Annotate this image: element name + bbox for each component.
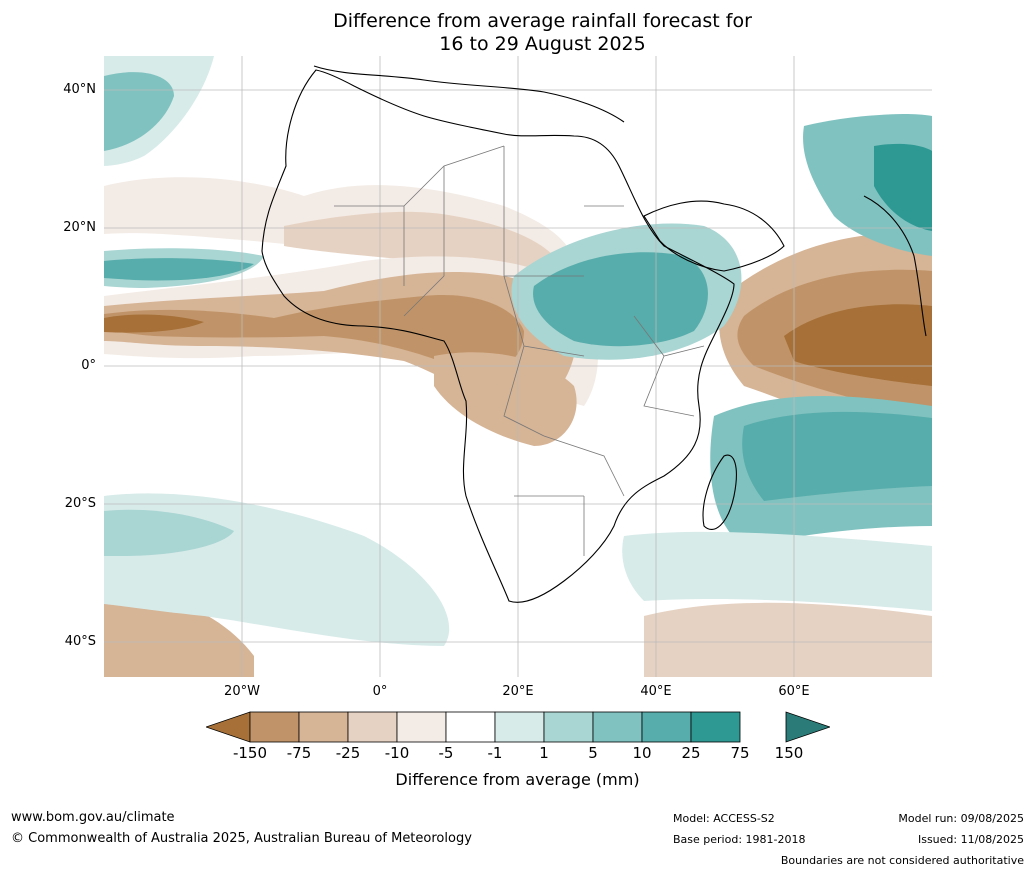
anomaly-dry-south-indian [644, 602, 932, 677]
title-line-1: Difference from average rainfall forecas… [333, 10, 752, 32]
footer-issued: Issued: 11/08/2025 [917, 833, 1024, 846]
colorbar-segment [396, 711, 447, 743]
lat-label-40n: 40°N [63, 82, 96, 97]
colorbar-tick-label: -150 [232, 744, 268, 762]
anomaly-dry-guinea-core [104, 314, 204, 333]
colorbar-segments [249, 711, 741, 743]
lon-label-0: 0° [372, 684, 388, 699]
africa-coastline [261, 69, 735, 603]
footer-boundaries: Boundaries are not considered authoritat… [780, 854, 1024, 867]
country-borders [334, 145, 705, 556]
colorbar-tick-label: 150 [774, 744, 804, 762]
lon-label-20w: 20°W [224, 684, 260, 699]
arabia-coastline [643, 200, 785, 272]
title-line-2: 16 to 29 August 2025 [439, 33, 646, 55]
colorbar-tick-label: -5 [438, 744, 454, 762]
colorbar-tick-label: 75 [730, 744, 750, 762]
colorbar-tick-label: 1 [539, 744, 549, 762]
india-coastline [863, 195, 927, 337]
lat-label-0: 0° [81, 358, 96, 373]
europe-coastline [313, 65, 625, 123]
anomaly-wet-southern-ocean [622, 531, 932, 611]
colorbar-segment [641, 711, 692, 743]
colorbar-tick-label: 5 [588, 744, 598, 762]
coastlines [261, 65, 927, 603]
colorbar-segment [543, 711, 594, 743]
anomaly-wet-atlantic-core [104, 258, 254, 281]
colorbar-arrow-right [785, 711, 830, 743]
lat-label-20s: 20°S [64, 496, 96, 511]
anomaly-wet-south-atlantic-core [104, 509, 234, 556]
colorbar-label: Difference from average (mm) [395, 770, 640, 789]
footer-base-period: Base period: 1981-2018 [673, 833, 806, 846]
colorbar-tick-label: -1 [487, 744, 503, 762]
colorbar-arrow-left [206, 711, 251, 743]
colorbar-segment [347, 711, 398, 743]
colorbar-segment [249, 711, 300, 743]
lat-label-40s: 40°S [64, 634, 96, 649]
footer-copyright: © Commonwealth of Australia 2025, Austra… [11, 831, 472, 846]
colorbar-segment [298, 711, 349, 743]
colorbar-segment [592, 711, 643, 743]
footer-url: www.bom.gov.au/climate [11, 810, 175, 825]
anomaly-dry-central-congo [434, 352, 577, 446]
colorbar-segment [690, 711, 741, 743]
map-canvas [104, 56, 932, 677]
colorbar-tick-label: 10 [632, 744, 652, 762]
colorbar-tick-label: -10 [384, 744, 410, 762]
lon-label-40e: 40°E [640, 684, 672, 699]
colorbar-tick-label: 25 [681, 744, 701, 762]
footer-model: Model: ACCESS-S2 [673, 812, 775, 825]
anomaly-dry-indian-ocean-strong [784, 304, 932, 386]
anomaly-wet-north-atlantic-core [104, 72, 174, 151]
footer-model-run: Model run: 09/08/2025 [898, 812, 1024, 825]
lon-label-60e: 60°E [778, 684, 810, 699]
colorbar-segment [494, 711, 545, 743]
anomaly-wet-mozambique-core [742, 411, 932, 501]
lat-label-20n: 20°N [63, 220, 96, 235]
colorbar-segment [445, 711, 496, 743]
madagascar-coastline [702, 454, 737, 531]
anomaly-dry-sahel-strong [104, 295, 524, 376]
colorbar-tick-label: -75 [286, 744, 312, 762]
anomaly-dry-south-atlantic [104, 594, 254, 677]
map-title: Difference from average rainfall forecas… [0, 10, 1035, 56]
colorbar-tick-label: -25 [335, 744, 361, 762]
lon-label-20e: 20°E [502, 684, 534, 699]
anomaly-wet-arabian-core [874, 143, 932, 231]
rainfall-map [104, 56, 932, 677]
colorbar [206, 711, 830, 743]
